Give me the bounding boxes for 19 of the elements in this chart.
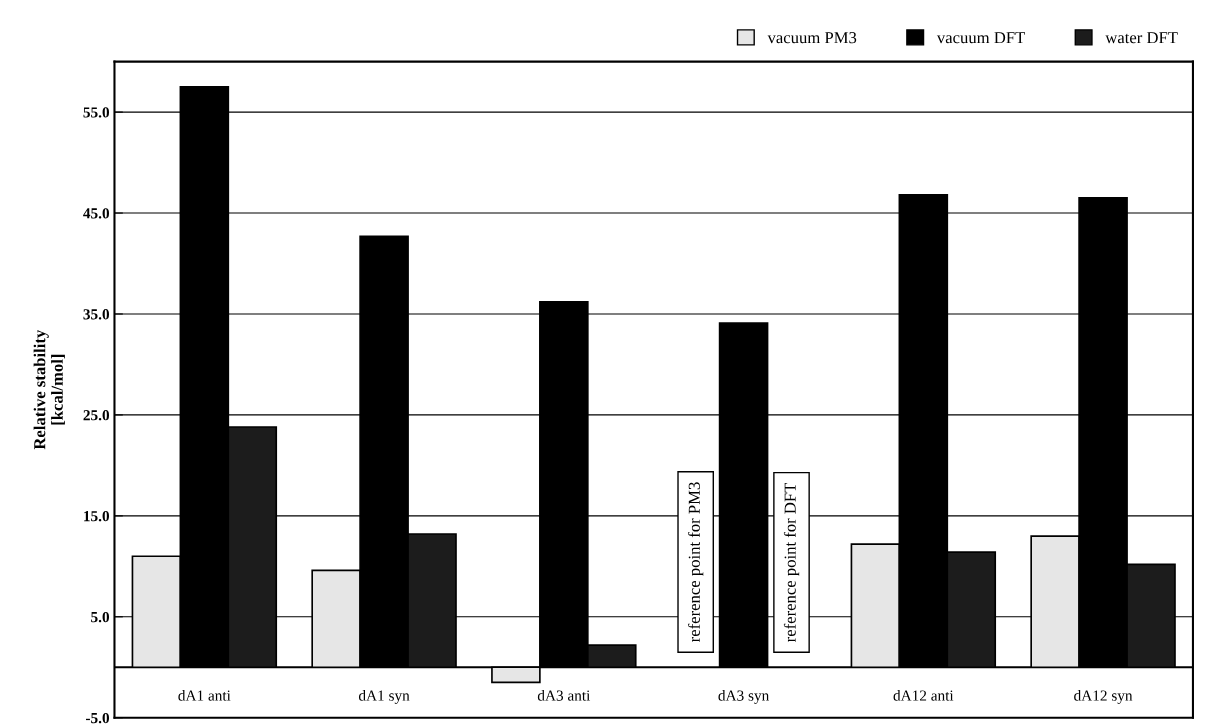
y-tick-label: 55.0 — [83, 107, 110, 118]
y-tick-label: 45.0 — [83, 208, 110, 219]
annotation: reference point for DFT — [783, 482, 800, 642]
annotation: reference point for PM3 — [688, 482, 704, 642]
x-tick-label: dA1 syn — [358, 689, 410, 704]
legend-label: vacuum DFT — [936, 32, 1026, 44]
y-tick-label: -5.0 — [85, 712, 110, 724]
y-tick-label: 5.0 — [91, 611, 110, 623]
x-tick-label: dA1 anti — [178, 689, 231, 701]
x-tick-label: dA12 anti — [893, 689, 954, 701]
y-tick-label: 25.0 — [83, 410, 110, 421]
y-axis-title: Relative stability [kcal/mol] — [33, 329, 65, 450]
legend-label: vacuum PM3 — [767, 32, 857, 44]
y-tick-label: 35.0 — [83, 309, 110, 320]
legend-label: water DFT — [1105, 32, 1178, 44]
x-tick-label: dA3 syn — [718, 689, 770, 704]
y-tick-label: 15.0 — [84, 511, 110, 522]
x-tick-label: dA12 syn — [1074, 689, 1133, 704]
x-tick-label: dA3 anti — [537, 689, 591, 701]
